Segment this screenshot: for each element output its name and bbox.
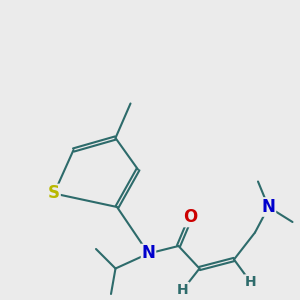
Text: N: N <box>262 198 275 216</box>
Text: S: S <box>48 184 60 202</box>
Text: N: N <box>142 244 155 262</box>
Text: H: H <box>177 283 189 296</box>
Text: O: O <box>183 208 198 226</box>
Text: H: H <box>245 275 256 289</box>
